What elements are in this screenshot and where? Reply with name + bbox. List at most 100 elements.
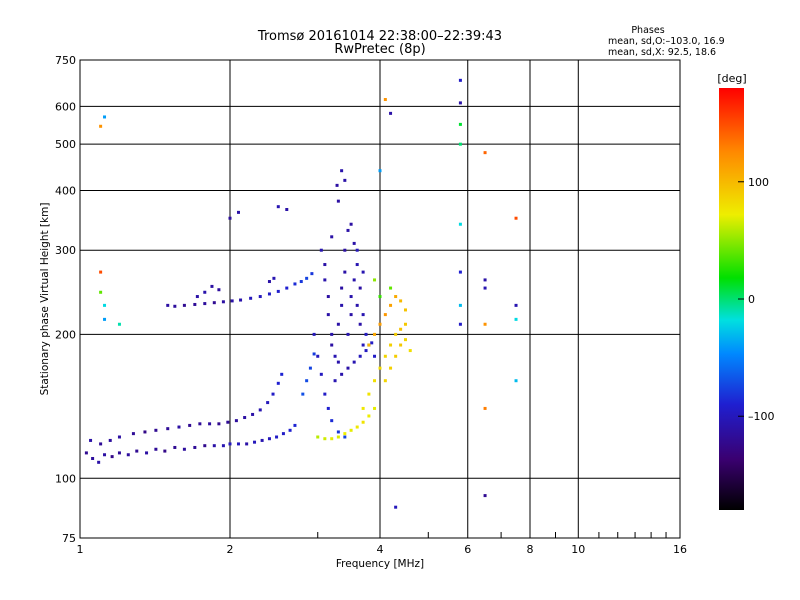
data-point [108,438,112,442]
data-point [239,298,243,302]
data-point [236,210,240,214]
data-point [364,332,368,336]
data-point [275,435,279,439]
data-point [483,494,487,498]
data-point [358,322,362,326]
data-point [208,422,212,426]
data-point [336,435,340,439]
data-point [272,276,276,280]
data-point [394,332,398,336]
phases-x-stats: mean, sd,X: 92.5, 18.6 [608,47,716,58]
data-point [243,416,247,420]
data-point [346,366,350,370]
data-point [210,284,214,288]
data-point [389,303,393,307]
data-point [267,280,271,284]
data-point [361,343,365,347]
data-point [373,332,377,336]
data-point [389,286,393,290]
y-tick-label: 200 [55,328,76,341]
data-point [343,248,347,252]
data-point [117,451,121,455]
data-point [319,372,323,376]
colorbar-tick-label: –100 [748,410,775,423]
data-point [370,341,374,345]
data-point [166,303,170,307]
data-point [514,303,518,307]
axis-ticks: 1 2 4 6 8 10 16 75 100 200 300 400 500 600 750 [55,54,687,556]
phases-box: Phases mean, sd,O:–103.0, 16.9 mean, sd,… [608,25,725,58]
data-point [458,322,462,326]
data-point [346,228,350,232]
data-point [352,360,356,364]
data-point [336,430,340,434]
data-point [195,295,199,299]
data-point [383,354,387,358]
data-point [355,263,359,267]
data-point [403,322,407,326]
data-point [364,349,368,353]
data-point [346,332,350,336]
plot-frame [79,59,681,539]
data-point [99,290,103,294]
data-point [514,317,518,321]
y-axis-label: Stationary phase Virtual Height [km] [39,203,51,396]
data-point [97,460,101,464]
data-point [212,444,216,448]
data-point [323,392,327,396]
data-point [280,372,284,376]
data-point [316,354,320,358]
data-point [193,445,197,449]
data-point [361,313,365,317]
data-point [394,354,398,358]
data-point [403,338,407,342]
x-tick-label: 2 [227,543,234,556]
data-point [117,322,121,326]
data-point [198,422,202,426]
data-points [84,78,518,509]
data-point [166,427,170,431]
data-point [349,428,353,432]
data-point [258,295,262,299]
data-point [245,442,249,446]
data-point [288,428,292,432]
data-point [234,419,238,423]
data-point [293,423,297,427]
data-point [326,313,330,317]
data-point [154,447,158,451]
data-point [361,420,365,424]
data-point [373,354,377,358]
x-axis-label: Frequency [MHz] [336,558,424,570]
x-tick-label: 6 [464,543,471,556]
data-point [305,276,309,280]
x-tick-label: 1 [77,543,84,556]
data-point [182,447,186,451]
data-point [312,352,316,356]
data-point [330,332,334,336]
data-point [276,205,280,209]
data-point [221,444,225,448]
data-point [361,270,365,274]
data-point [355,248,359,252]
data-point [131,432,135,436]
data-point [394,505,398,509]
data-point [228,216,232,220]
data-point [343,432,347,436]
data-point [84,451,88,455]
data-point [349,295,353,299]
data-point [226,420,230,424]
data-point [389,111,393,115]
data-point [408,349,412,353]
data-point [193,302,197,306]
grid-lines [80,60,680,538]
data-point [378,295,382,299]
phases-title: Phases [631,25,664,36]
data-point [126,453,130,457]
data-point [326,406,330,410]
data-point [333,354,337,358]
data-point [316,435,320,439]
data-point [367,392,371,396]
data-point [308,366,312,370]
x-tick-label: 16 [673,543,687,556]
